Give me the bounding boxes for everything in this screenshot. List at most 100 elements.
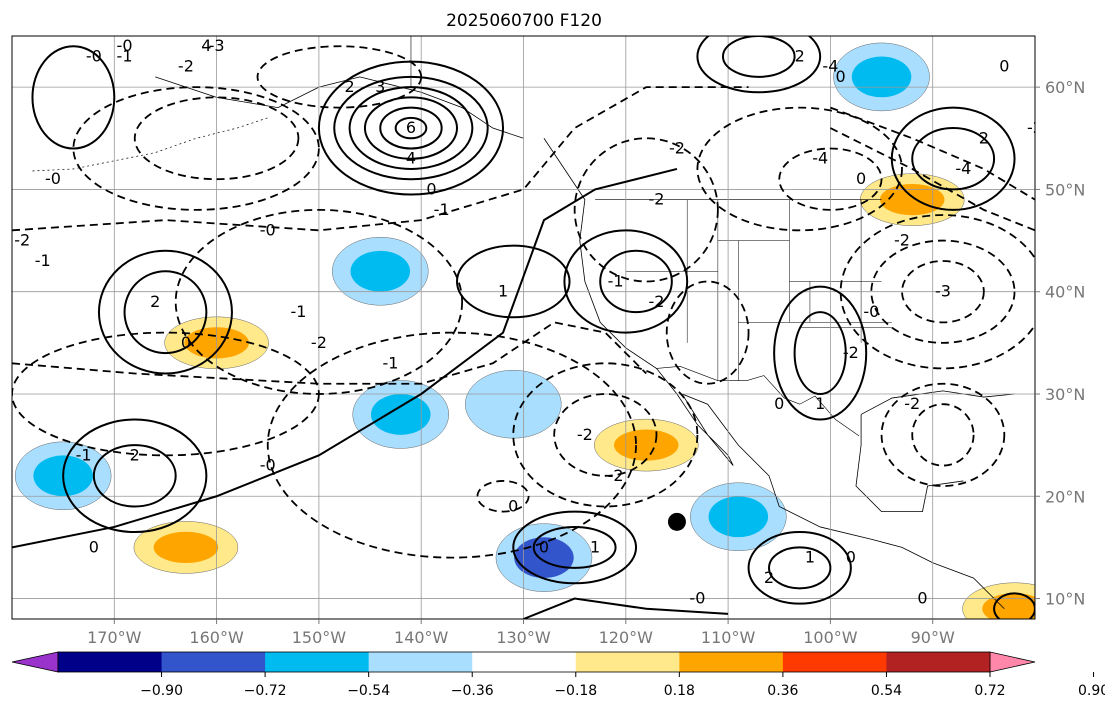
shaded-region-negative [833, 42, 930, 112]
x-axis-ticks: 170°W 160°W 150°W 140°W 130°W 120°W 110°W 100°W… [87, 619, 955, 647]
contour-solid [363, 96, 459, 160]
contour-label: -2 [649, 190, 665, 209]
contour-label: 0 [836, 67, 846, 86]
coastline-layer [32, 36, 1015, 610]
colorbar-tick-label: 0.36 [767, 683, 798, 699]
contour-label: -1 [35, 251, 51, 270]
colorbar-tick-label: −0.90 [140, 683, 183, 699]
contour-dashed [133, 96, 300, 181]
contour-solid [123, 270, 208, 355]
contour-dashed [512, 362, 699, 508]
contour-label: -0 [260, 220, 276, 239]
contour-label: 0 [426, 179, 436, 198]
colorbar-bin [886, 652, 991, 672]
contour-label: 6 [406, 118, 416, 137]
contour-label: 2 [795, 46, 805, 65]
contour-label: -2 [904, 394, 920, 413]
contour-label: 1 [498, 282, 508, 301]
contour-solid [31, 45, 116, 150]
contour-label: -2 [649, 292, 665, 311]
coastline-alaska [155, 76, 524, 139]
location-marker [667, 512, 686, 531]
colorbar-bin [782, 652, 887, 672]
shaded-region-negative [332, 236, 429, 306]
x-tick-label: 140°W [394, 628, 449, 647]
colorbar-tick-label: −0.36 [451, 683, 494, 699]
shaded-region-positive [594, 418, 699, 472]
colorbar-bin [575, 652, 680, 672]
coastline-gulf-north [860, 390, 1015, 415]
contour-label: 0 [181, 333, 191, 352]
contour-dashed [830, 106, 1035, 201]
contour-label: 2 [979, 128, 989, 147]
contour-solid [379, 106, 443, 150]
colorbar-bin [161, 652, 266, 672]
contour-label: -2 [178, 57, 194, 76]
contour-solid [333, 75, 489, 181]
y-tick-label: 10°N [1045, 590, 1085, 609]
colorbar-extend-max [989, 651, 1036, 673]
contour-label: -1 [76, 445, 92, 464]
chart-title: 2025060700 F120 [446, 11, 602, 31]
contour-label: -2 [1027, 118, 1043, 137]
contour-label: -1 [117, 46, 133, 65]
contour-dashed [12, 321, 647, 385]
contour-label: 0 [508, 496, 518, 515]
aleutian-islands [32, 117, 268, 172]
contour-label: 2 [764, 568, 774, 587]
colorbar-frame [57, 651, 991, 673]
colorbar-bin [265, 652, 370, 672]
contour-label: -2 [311, 333, 327, 352]
x-tick-label: 100°W [803, 628, 858, 647]
contour-solid [793, 311, 847, 395]
contour-label: -0 [260, 456, 276, 475]
colorbar-tick-label: 0.90 [1078, 683, 1105, 699]
x-tick-label: 160°W [189, 628, 244, 647]
contour-solid [523, 597, 729, 619]
contour-label: -2 [843, 343, 859, 362]
contour-dashed [72, 86, 320, 211]
x-tick-label: 120°W [599, 628, 654, 647]
y-tick-label: 50°N [1045, 180, 1085, 199]
contour-label: -3 [935, 282, 951, 301]
contour-dashed [696, 106, 903, 232]
y-tick-label: 40°N [1045, 283, 1085, 302]
contour-label: 0 [89, 537, 99, 556]
colorbar-tick-label: 0.18 [664, 683, 695, 699]
contour-dashed [778, 147, 883, 211]
coastline-gulf [855, 414, 964, 513]
contour-solid [456, 244, 571, 319]
contour-solid [773, 285, 868, 421]
y-tick-label: 20°N [1045, 487, 1085, 506]
contour-label: 3 [375, 77, 385, 96]
colorbar: −0.90 −0.72 −0.54 −0.36 −0.18 0.18 0.36 0.54 0.7… [11, 651, 1105, 699]
contour-dashed [911, 403, 975, 467]
contour-label: -0 [45, 169, 61, 188]
contour-label: -0 [86, 46, 102, 65]
contour-label: 0 [539, 537, 549, 556]
contour-solid [532, 525, 617, 569]
y-tick-label: 30°N [1045, 385, 1085, 404]
contour-solid [12, 167, 678, 549]
contour-label: -4 [822, 57, 838, 76]
x-tick-label: 130°W [496, 628, 551, 647]
colorbar-tick-label: −0.72 [244, 683, 287, 699]
contour-label: -4 [812, 149, 828, 168]
contour-labels: 2 3640-1-0-0-2-120-1-21-2-1-2-20-402-4-2-… [14, 36, 1043, 607]
contour-label: 0 [774, 394, 784, 413]
colorbar-bin [472, 652, 577, 672]
contour-dashed [880, 382, 1006, 487]
contour-dashed [870, 239, 1016, 344]
contour-dashed [829, 127, 1035, 232]
marker-layer [667, 512, 686, 531]
colorbar-tick-label: 0.54 [871, 683, 902, 699]
colorbar-tick-label: −0.54 [347, 683, 390, 699]
contour-dashed [12, 331, 320, 457]
y-tick-label: 60°N [1045, 78, 1085, 97]
contour-label: -4 [955, 159, 971, 178]
colorbar-tick-label: −0.18 [554, 683, 597, 699]
contour-dashed [901, 260, 985, 324]
x-tick-label: 150°W [292, 628, 347, 647]
x-tick-label: 170°W [87, 628, 142, 647]
